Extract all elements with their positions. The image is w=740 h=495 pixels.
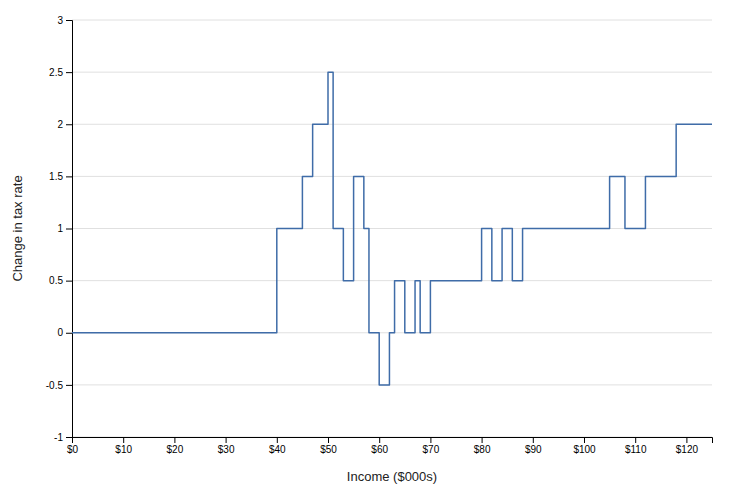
x-tick: $120: [676, 437, 699, 455]
x-tick: $80: [474, 437, 491, 455]
grid-line: [72, 72, 712, 73]
y-tick: 1.5: [49, 171, 72, 182]
x-tick: $30: [218, 437, 235, 455]
x-tick-mark: [584, 437, 585, 443]
x-tick-label: $80: [474, 444, 491, 455]
x-tick: $110: [625, 437, 647, 455]
x-tick-label: $70: [423, 444, 440, 455]
x-tick-mark: [226, 437, 227, 443]
x-tick-label: $110: [625, 444, 647, 455]
x-tick: $50: [320, 437, 337, 455]
x-tick-mark: [482, 437, 483, 443]
x-tick-label: $10: [115, 444, 132, 455]
grid-line: [72, 280, 712, 281]
y-tick: 3: [57, 15, 72, 26]
y-tick-mark: [66, 124, 72, 125]
x-tick: $10: [115, 437, 132, 455]
x-axis-title: Income ($000s): [347, 469, 437, 484]
x-tick-label: $60: [371, 444, 388, 455]
x-tick-mark: [123, 437, 124, 443]
line: [72, 72, 712, 385]
y-tick-mark: [66, 385, 72, 386]
x-axis: $0 $10 $20 $30 $40 $50 $60 $70 $80 $90 $100 $110 $12…: [67, 437, 713, 455]
x-tick: $20: [167, 437, 184, 455]
y-tick: 2: [57, 119, 72, 130]
y-tick-mark: [66, 333, 72, 334]
y-tick-mark: [66, 20, 72, 21]
x-tick-mark: [174, 437, 175, 443]
y-tick-label: 3: [57, 15, 63, 26]
x-tick-label: $30: [218, 444, 235, 455]
y-tick-label: 2.5: [49, 67, 63, 78]
x-tick-label: $20: [167, 444, 184, 455]
marks: [72, 72, 712, 385]
x-tick-mark: [635, 437, 636, 443]
y-tick-mark: [66, 176, 72, 177]
y-tick-label: 0: [57, 327, 63, 338]
y-tick-label: -0.5: [46, 380, 64, 391]
x-tick-label: $50: [320, 444, 337, 455]
x-tick-label: $120: [676, 444, 699, 455]
y-tick: 0: [57, 327, 72, 338]
x-tick-mark: [277, 437, 278, 443]
y-axis-line: [66, 21, 73, 438]
y-tick-label: 0.5: [49, 275, 63, 286]
x-tick-mark: [379, 437, 380, 443]
grid-line: [72, 20, 712, 21]
y-tick-mark: [66, 229, 72, 230]
x-tick: $0: [67, 437, 79, 455]
y-axis: -1 -0.5 0 0.5 1 1.5 2 2.5 3: [46, 15, 73, 443]
x-tick-mark: [533, 437, 534, 443]
x-tick: $40: [269, 437, 286, 455]
y-tick: -1: [54, 432, 72, 443]
x-tick: $60: [371, 437, 388, 455]
x-tick-mark: [328, 437, 329, 443]
y-tick-mark: [66, 72, 72, 73]
grid-line: [72, 228, 712, 229]
x-tick: $100: [573, 437, 596, 455]
grid-line: [72, 124, 712, 125]
x-tick-label: $0: [67, 444, 79, 455]
chart-container: $0 $10 $20 $30 $40 $50 $60 $70 $80 $90 $100 $110 $12…: [0, 0, 740, 495]
chart: $0 $10 $20 $30 $40 $50 $60 $70 $80 $90 $100 $110 $12…: [0, 0, 740, 495]
y-tick-label: 1.5: [49, 171, 63, 182]
x-axis-line: [73, 438, 713, 444]
y-tick-mark: [66, 437, 72, 438]
y-tick-label: 2: [57, 119, 63, 130]
x-tick-label: $100: [573, 444, 596, 455]
plot-area: $0 $10 $20 $30 $40 $50 $60 $70 $80 $90 $100 $110 $12…: [10, 15, 713, 484]
x-tick-label: $90: [525, 444, 542, 455]
y-tick-mark: [66, 281, 72, 282]
x-tick-mark: [430, 437, 431, 443]
y-tick-label: 1: [57, 223, 63, 234]
grid-line: [72, 384, 712, 385]
y-tick: -0.5: [46, 380, 72, 391]
y-tick: 2.5: [49, 67, 72, 78]
y-tick: 1: [57, 223, 72, 234]
grid: [72, 20, 712, 437]
y-tick-label: -1: [54, 432, 63, 443]
x-tick-mark: [686, 437, 687, 443]
y-tick: 0.5: [49, 275, 72, 286]
x-tick: $70: [423, 437, 440, 455]
x-tick: $90: [525, 437, 542, 455]
y-axis-title: Change in tax rate: [10, 175, 25, 281]
x-tick-label: $40: [269, 444, 286, 455]
